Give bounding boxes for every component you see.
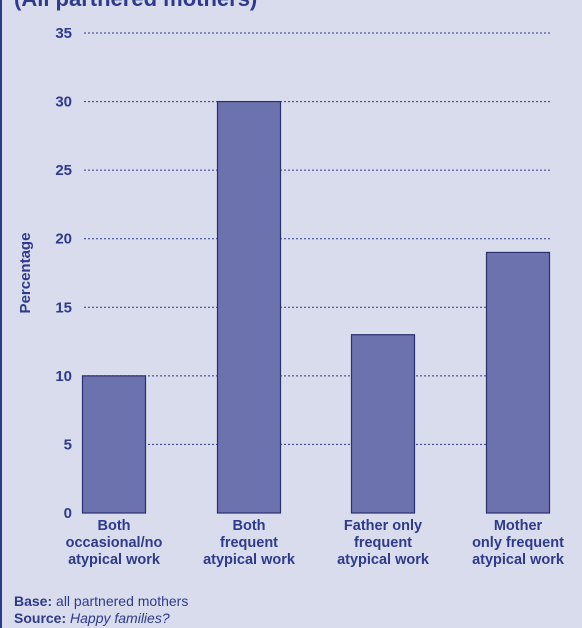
x-tick-label: atypical work [472, 552, 565, 568]
chart-footer: Base: all partnered mothers Source: Happ… [14, 593, 188, 627]
base-note: Base: all partnered mothers [14, 593, 188, 610]
chart-title: (All partnered mothers) [14, 0, 257, 12]
x-tick-label: occasional/no [66, 535, 163, 551]
y-tick-label: 15 [55, 299, 72, 316]
x-tick-label: frequent [354, 535, 412, 551]
x-tick-label: Both [232, 518, 265, 534]
base-label: Base: [14, 593, 53, 609]
y-tick-label: 10 [55, 368, 72, 385]
y-tick-label: 30 [55, 94, 72, 111]
x-tick-label: Mother [494, 518, 543, 534]
x-tick-label: atypical work [68, 552, 161, 568]
bar [350, 334, 416, 514]
x-tick-label: atypical work [337, 552, 430, 568]
y-tick-label: 20 [55, 231, 72, 248]
bar [216, 100, 282, 514]
bar [81, 375, 147, 514]
y-tick-label: 35 [55, 25, 72, 42]
base-text: all partnered mothers [56, 593, 189, 609]
y-tick-label: 0 [64, 505, 72, 522]
x-tick-label: Father only [344, 518, 422, 534]
x-tick-label: only frequent [472, 535, 564, 551]
source-label: Source: [14, 610, 67, 626]
y-tick-label: 25 [55, 162, 72, 179]
y-tick-label: 5 [64, 436, 72, 453]
x-tick-label: frequent [220, 535, 278, 551]
source-note: Source: Happy families? [14, 610, 188, 627]
x-tick-label: Both [97, 518, 130, 534]
y-axis-label: Percentage [17, 233, 34, 314]
source-text: Happy families? [70, 610, 170, 626]
bar [485, 251, 551, 514]
x-tick-label: atypical work [203, 552, 296, 568]
